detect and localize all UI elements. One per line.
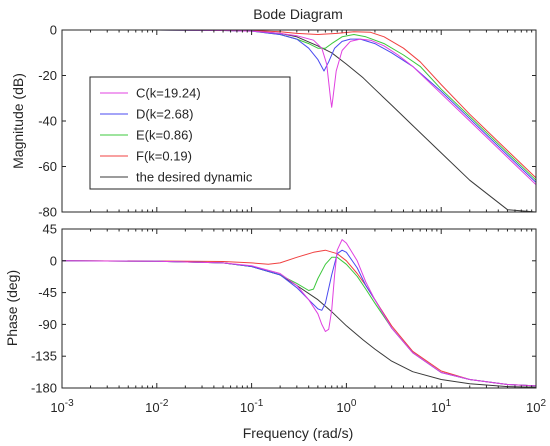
x-tick-label: 100 [336, 398, 356, 415]
phase-line-c-k-19-24 [61, 239, 537, 387]
phase-series-layer [61, 239, 537, 388]
x-axis-label: Frequency (rad/s) [243, 425, 353, 441]
chart-title: Bode Diagram [253, 6, 343, 22]
legend: C(k=19.24) D(k=2.68) E(k=0.86) F(k=0.19) the… [89, 76, 291, 190]
phase-line-e-k-0-86 [61, 256, 537, 387]
phase-ytick-label: -90 [38, 317, 57, 332]
phase-ytick-label: -135 [31, 349, 57, 364]
legend-label: F(k=0.19) [136, 149, 192, 164]
legend-label: the desired dynamic [136, 170, 253, 185]
magnitude-ytick-label: -40 [38, 114, 57, 129]
phase-line-the-desired-dynamic [61, 260, 537, 388]
legend-label: E(k=0.86) [136, 128, 193, 143]
magnitude-axis-label: Magnitude (dB) [10, 73, 26, 169]
magnitude-ytick-label: -20 [38, 68, 57, 83]
phase-ytick-label: -45 [38, 285, 57, 300]
x-tick-label: 101 [431, 398, 451, 415]
magnitude-ytick-label: -60 [38, 159, 57, 174]
magnitude-ytick-label: 0 [50, 23, 57, 38]
magnitude-ytick-label: -80 [38, 205, 57, 220]
phase-ytick-label: -180 [31, 381, 57, 396]
magnitude-line-c-k-19-24 [62, 29, 537, 186]
phase-line-f-k-0-19 [61, 249, 537, 387]
x-axis: 10-3 10-2 10-1 100 101 102 [50, 30, 546, 415]
legend-entries: C(k=19.24) D(k=2.68) E(k=0.86) F(k=0.19) the… [100, 86, 253, 185]
phase-panel: 45 0 -45 -90 -135 -180 Phase (deg) [4, 222, 537, 396]
phase-axis-label: Phase (deg) [4, 270, 20, 346]
phase-line-d-k-2-68 [61, 249, 537, 387]
phase-ytick-label: 0 [50, 253, 57, 268]
x-tick-label: 10-2 [145, 398, 169, 415]
magnitude-yticks: 0 -20 -40 -60 -80 [38, 23, 536, 220]
magnitude-panel: 0 -20 -40 -60 -80 Magnitude (dB) [10, 23, 537, 220]
phase-plot-frame [61, 228, 537, 389]
legend-label: D(k=2.68) [136, 107, 193, 122]
legend-label: C(k=19.24) [136, 86, 201, 101]
legend-box [89, 76, 291, 190]
phase-yticks: 45 0 -45 -90 -135 -180 [31, 222, 536, 396]
phase-ytick-label: 45 [43, 222, 57, 237]
x-tick-label: 10-1 [240, 398, 264, 415]
x-tick-label: 102 [526, 398, 546, 415]
x-tick-label: 10-3 [50, 398, 74, 415]
